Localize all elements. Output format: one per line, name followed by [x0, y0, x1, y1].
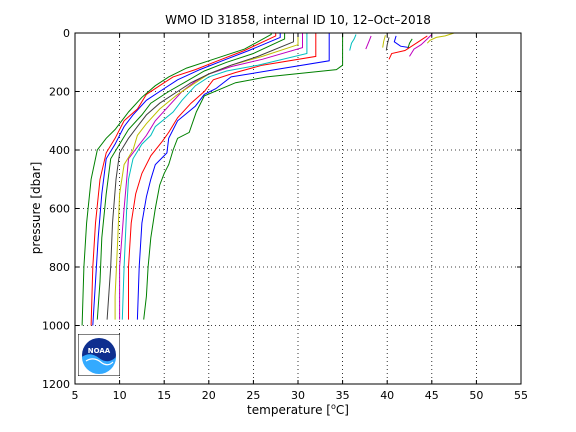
y-tick-label: 0 [63, 27, 70, 40]
profile-line-12 [349, 34, 357, 51]
profile-line-1 [143, 33, 344, 320]
x-axis-ticks: 5 10 15 20 25 30 35 40 45 50 55 [72, 33, 528, 402]
y-axis-label: pressure [dbar] [29, 162, 43, 255]
y-axis-ticks: 0 200 400 600 800 1000 1200 [42, 27, 521, 391]
grid-lines [75, 33, 521, 384]
x-axis-label: temperature [oC] [247, 402, 349, 417]
y-tick-label: 1200 [42, 378, 70, 391]
x-tick-label: 30 [291, 389, 305, 402]
noaa-logo-text: NOAA [88, 347, 111, 355]
x-tick-label: 15 [157, 389, 171, 402]
chart-title: WMO ID 31858, internal ID 10, 12–Oct–201… [165, 13, 431, 27]
profile-line-10 [90, 33, 277, 326]
x-tick-label: 50 [469, 389, 483, 402]
profile-line-16 [393, 35, 410, 49]
profile-line-2 [136, 33, 330, 320]
noaa-logo: NOAA [77, 333, 121, 377]
profile-line-13 [365, 35, 372, 50]
x-tick-label: 55 [514, 389, 528, 402]
y-tick-label: 400 [49, 144, 70, 157]
y-tick-label: 1000 [42, 320, 70, 333]
profile-line-9 [92, 33, 281, 326]
profile-line-3 [128, 33, 317, 320]
x-tick-label: 25 [246, 389, 260, 402]
profile-line-15 [385, 37, 390, 51]
profile-line-4 [121, 33, 308, 320]
x-tick-label: 20 [202, 389, 216, 402]
x-tick-label: 10 [113, 389, 127, 402]
x-tick-label: 45 [425, 389, 439, 402]
y-tick-label: 200 [49, 86, 70, 99]
profile-line-6 [114, 33, 299, 320]
temperature-profiles [81, 32, 455, 326]
profile-line-17 [407, 38, 413, 50]
x-tick-label: 40 [380, 389, 394, 402]
profile-line-7 [106, 33, 294, 320]
x-tick-label: 35 [336, 389, 350, 402]
profile-line-8 [96, 33, 286, 320]
y-tick-label: 600 [49, 203, 70, 216]
profile-line-5 [119, 33, 303, 320]
profile-line-11 [81, 33, 272, 326]
profile-line-20 [426, 32, 455, 44]
profile-line-18 [388, 35, 428, 60]
profile-line-19 [409, 34, 433, 57]
x-tick-label: 5 [72, 389, 79, 402]
profile-line-14 [382, 35, 386, 48]
y-tick-label: 800 [49, 261, 70, 274]
